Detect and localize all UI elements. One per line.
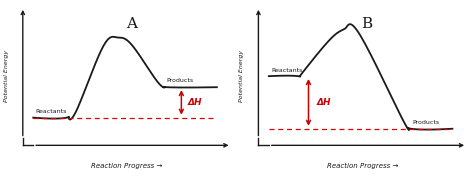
Text: ΔH: ΔH <box>317 98 331 107</box>
Text: Products: Products <box>413 120 440 125</box>
Text: Reaction Progress →: Reaction Progress → <box>91 163 163 169</box>
Text: Products: Products <box>167 78 194 83</box>
Text: ΔH: ΔH <box>188 98 202 107</box>
Text: Reaction Progress →: Reaction Progress → <box>327 163 399 169</box>
Text: A: A <box>126 17 137 31</box>
Text: Reactants: Reactants <box>36 108 67 114</box>
Text: Reactants: Reactants <box>271 68 302 73</box>
Text: Potential Energy: Potential Energy <box>239 50 244 102</box>
Text: B: B <box>361 17 373 31</box>
Text: Potential Energy: Potential Energy <box>4 50 9 102</box>
